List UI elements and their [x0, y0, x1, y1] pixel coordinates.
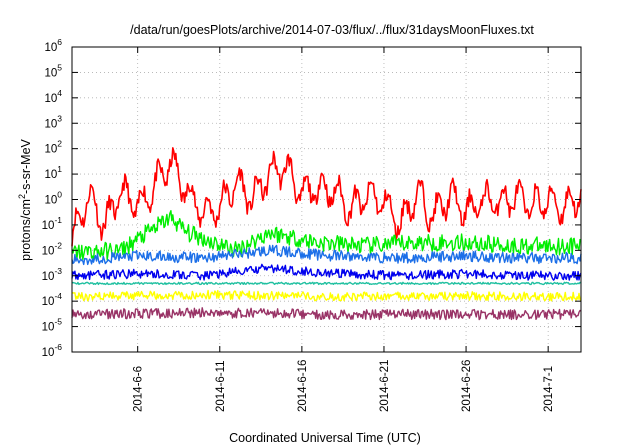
x-axis: 2014-6-6 2014-6-11 2014-6-16 2014-6-21 2014-…	[133, 47, 555, 412]
series-line	[71, 147, 582, 247]
y-tick-label: 106	[44, 37, 62, 54]
y-tick-label: 103	[44, 113, 62, 130]
x-tick-label: 2014-6-21	[379, 360, 391, 412]
y-axis-label-prefix: protons/cm	[19, 199, 33, 261]
series-line	[71, 210, 582, 261]
y-tick-label: 10-2	[42, 240, 63, 257]
series-line	[71, 307, 582, 321]
y-tick-label: 10-3	[42, 266, 63, 283]
y-tick-label: 10-6	[42, 342, 63, 359]
x-tick-label: 2014-6-16	[297, 360, 309, 412]
series-line	[71, 244, 582, 266]
x-tick-label: 2014-6-26	[461, 360, 473, 412]
y-tick-label: 102	[44, 139, 62, 156]
y-tick-label: 101	[44, 164, 62, 181]
y-tick-label: 104	[44, 88, 62, 105]
series-line	[71, 263, 582, 281]
y-tick-label: 10-5	[42, 317, 63, 334]
y-tick-label: 100	[44, 190, 62, 207]
x-tick-label: 2014-6-11	[215, 360, 227, 412]
series-line	[71, 281, 582, 286]
y-tick-label: 10-4	[42, 291, 63, 308]
y-axis-label-sup: 2	[17, 194, 27, 199]
y-axis-label-suffix: -s-sr-MeV	[19, 138, 33, 194]
x-tick-label: 2014-7-1	[543, 366, 555, 412]
chart-title: /data/run/goesPlots/archive/2014-07-03/f…	[130, 23, 534, 37]
y-tick-label: 10-1	[42, 215, 63, 232]
y-axis-label: protons/cm2-s-sr-MeV	[17, 138, 33, 260]
x-tick-label: 2014-6-6	[133, 366, 145, 412]
x-axis-label: Coordinated Universal Time (UTC)	[229, 431, 421, 445]
series-line	[71, 289, 582, 302]
y-axis: 10-6 10-5 10-4 10-3 10-2 10-1 100 101 102 103 104 1…	[42, 37, 581, 359]
y-tick-label: 105	[44, 62, 62, 79]
series-layer	[71, 147, 582, 321]
